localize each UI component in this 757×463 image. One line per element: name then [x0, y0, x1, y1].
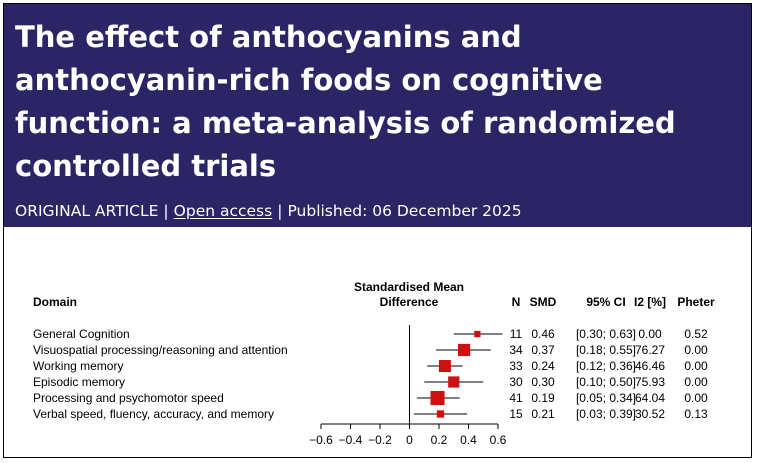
header-domain: Domain [33, 295, 77, 309]
x-tick-label: 0.4 [460, 433, 477, 447]
row-smd-value: 0.24 [531, 359, 555, 373]
smd-marker [438, 360, 451, 372]
row-domain-label: Visuospatial processing/reasoning and at… [33, 343, 288, 357]
x-tick-label: −0.6 [309, 433, 333, 447]
row-pheter-value: 0.00 [684, 359, 708, 373]
row-pheter-value: 0.00 [684, 375, 708, 389]
row-i2-value: 46.46 [635, 359, 665, 373]
header-effect-line1: Standardised Mean [354, 280, 464, 294]
forest-plot-figure: Domain Standardised Mean Difference N SM… [4, 227, 751, 457]
row-i2-value: 0.00 [638, 327, 662, 341]
row-domain-label: General Cognition [33, 327, 130, 341]
meta-separator: | [163, 202, 169, 220]
row-n-value: 34 [509, 343, 523, 357]
row-smd-value: 0.19 [531, 391, 555, 405]
row-ci-value: [0.30; 0.63] [576, 327, 636, 341]
x-tick-label: 0.2 [431, 433, 448, 447]
header-i2: I2 [%] [634, 295, 666, 309]
row-pheter-value: 0.13 [684, 407, 708, 421]
forest-rows: General Cognition 11 0.46 [0.30; 0.63] 0.00 0… [33, 327, 708, 421]
row-pheter-value: 0.00 [684, 391, 708, 405]
x-axis-ticks: −0.6 −0.4 −0.2 0 0.2 0.4 0.6 [309, 424, 507, 447]
x-tick-label: 0 [406, 433, 413, 447]
row-smd-value: 0.30 [531, 375, 555, 389]
x-tick-label: 0.6 [490, 433, 507, 447]
row-i2-value: 75.93 [635, 375, 665, 389]
row-ci-value: [0.05; 0.34] [576, 391, 636, 405]
row-i2-value: 76.27 [635, 343, 665, 357]
row-domain-label: Verbal speed, fluency, accuracy, and mem… [33, 407, 274, 421]
row-n-value: 30 [509, 375, 523, 389]
smd-marker [474, 330, 481, 338]
row-smd-value: 0.37 [531, 343, 555, 357]
article-header: The effect of anthocyanins and anthocyan… [4, 4, 751, 227]
header-smd: SMD [530, 295, 557, 309]
x-tick-label: −0.4 [339, 433, 363, 447]
article-card: The effect of anthocyanins and anthocyan… [3, 3, 752, 458]
header-n: N [512, 295, 521, 309]
row-pheter-value: 0.00 [684, 343, 708, 357]
row-domain-label: Working memory [33, 359, 123, 373]
row-n-value: 11 [510, 327, 523, 341]
smd-marker [436, 410, 445, 418]
open-access-link[interactable]: Open access [173, 202, 273, 220]
row-n-value: 33 [509, 359, 523, 373]
row-n-value: 41 [509, 391, 523, 405]
row-ci-value: [0.10; 0.50] [576, 375, 636, 389]
row-ci-value: [0.18; 0.55] [576, 343, 636, 357]
header-effect-line2: Difference [380, 295, 439, 309]
article-title: The effect of anthocyanins and anthocyan… [15, 20, 676, 183]
article-meta-bar: ORIGINAL ARTICLE | Open access | Published: … [15, 200, 522, 222]
smd-marker [448, 376, 460, 388]
row-i2-value: 64.04 [635, 391, 665, 405]
row-domain-label: Episodic memory [33, 375, 125, 389]
row-pheter-value: 0.52 [684, 327, 708, 341]
article-type-label: ORIGINAL ARTICLE [15, 202, 159, 220]
row-domain-label: Processing and psychomotor speed [33, 391, 224, 405]
row-smd-value: 0.21 [531, 407, 555, 421]
meta-separator: | [277, 202, 283, 220]
row-smd-value: 0.46 [531, 327, 555, 341]
row-ci-value: [0.12; 0.36] [576, 359, 636, 373]
published-date: Published: 06 December 2025 [287, 202, 522, 220]
x-tick-label: −0.2 [368, 433, 392, 447]
smd-marker [430, 390, 445, 406]
header-pheter: Pheter [677, 295, 715, 309]
row-n-value: 15 [509, 407, 523, 421]
header-ci: 95% CI [586, 295, 625, 309]
forest-plot: Domain Standardised Mean Difference N SM… [33, 280, 715, 447]
row-ci-value: [0.03; 0.39] [576, 407, 636, 421]
smd-marker [457, 343, 471, 357]
row-i2-value: 30.52 [635, 407, 665, 421]
